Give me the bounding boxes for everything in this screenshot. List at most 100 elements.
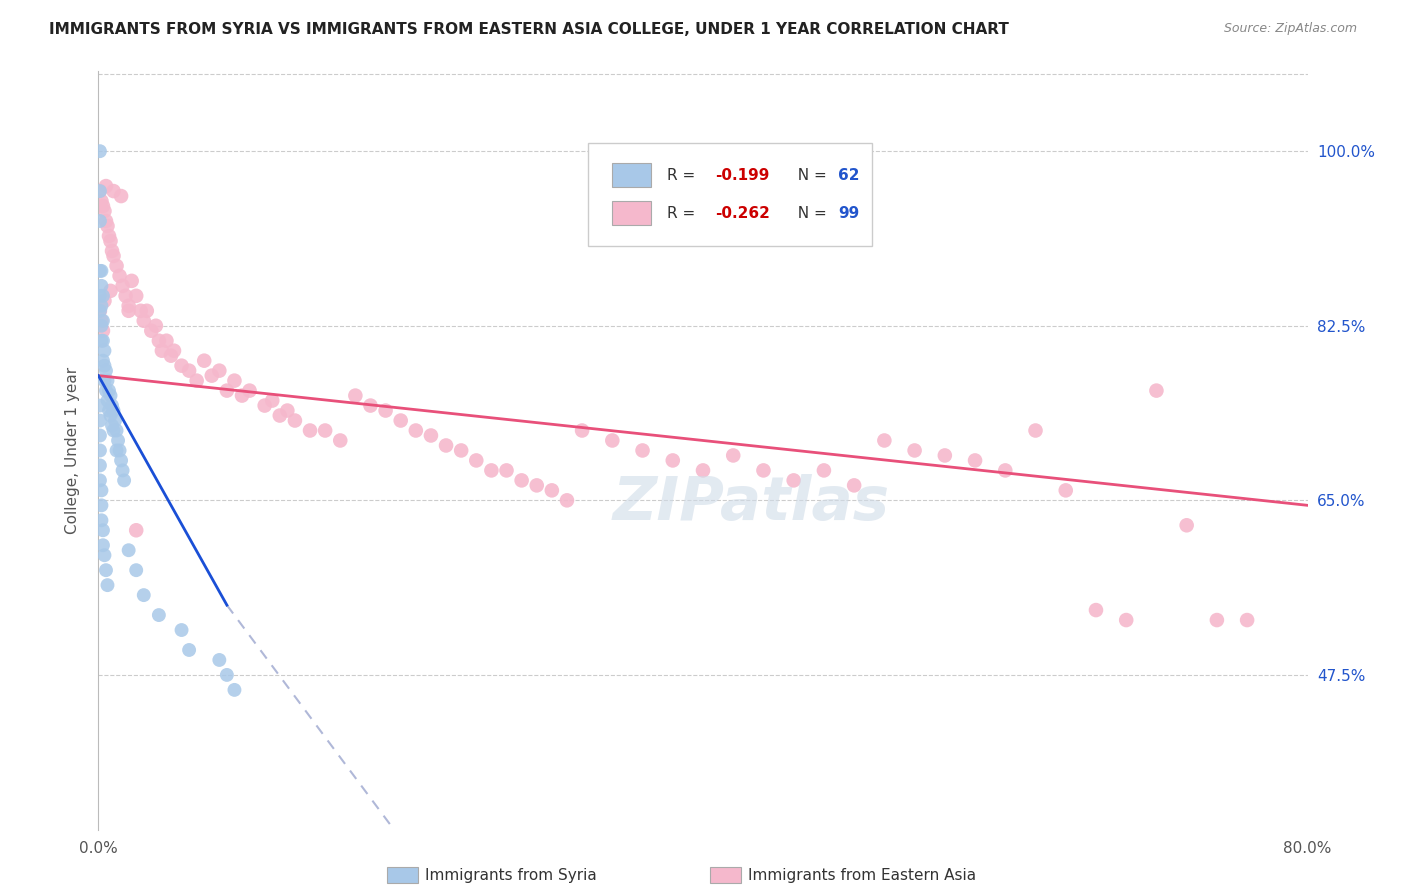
Point	[91, 314, 114, 328]
Text: N =: N =	[787, 168, 831, 183]
Point	[110, 189, 132, 203]
Point	[89, 303, 111, 318]
Point	[89, 303, 111, 318]
Point	[91, 538, 114, 552]
Point	[108, 443, 131, 458]
Point	[374, 403, 396, 417]
Point	[1175, 518, 1198, 533]
Point	[121, 274, 143, 288]
Point	[132, 314, 155, 328]
Text: 62: 62	[838, 168, 860, 183]
Point	[98, 229, 121, 244]
Point	[91, 523, 114, 537]
Text: Source: ZipAtlas.com: Source: ZipAtlas.com	[1223, 22, 1357, 36]
Point	[239, 384, 262, 398]
Point	[540, 483, 562, 498]
Point	[450, 443, 472, 458]
Point	[108, 268, 131, 283]
Point	[231, 388, 253, 402]
FancyBboxPatch shape	[588, 144, 872, 245]
Point	[299, 424, 322, 438]
Point	[125, 563, 148, 577]
Point	[89, 184, 111, 198]
Text: R =: R =	[666, 206, 700, 220]
Point	[224, 374, 246, 388]
Point	[1085, 603, 1108, 617]
Point	[148, 608, 170, 623]
Point	[1024, 424, 1046, 438]
Point	[89, 399, 111, 413]
Point	[107, 434, 129, 448]
Text: -0.199: -0.199	[716, 168, 769, 183]
Point	[132, 588, 155, 602]
Text: N =: N =	[787, 206, 831, 220]
Text: IMMIGRANTS FROM SYRIA VS IMMIGRANTS FROM EASTERN ASIA COLLEGE, UNDER 1 YEAR CORR: IMMIGRANTS FROM SYRIA VS IMMIGRANTS FROM…	[49, 22, 1010, 37]
Point	[284, 413, 307, 427]
Point	[571, 424, 593, 438]
Point	[125, 289, 148, 303]
Point	[193, 353, 215, 368]
Point	[101, 399, 124, 413]
Point	[510, 474, 533, 488]
Point	[360, 399, 382, 413]
Point	[96, 374, 118, 388]
Point	[98, 403, 121, 417]
Point	[100, 284, 122, 298]
Text: R =: R =	[666, 168, 700, 183]
Point	[170, 623, 193, 637]
Point	[526, 478, 548, 492]
Text: Immigrants from Eastern Asia: Immigrants from Eastern Asia	[748, 868, 976, 882]
Point	[904, 443, 927, 458]
Point	[94, 384, 117, 398]
Point	[90, 334, 112, 348]
Point	[208, 364, 231, 378]
Point	[150, 343, 173, 358]
Point	[91, 289, 114, 303]
Point	[163, 343, 186, 358]
Point	[89, 428, 111, 442]
Point	[155, 334, 177, 348]
Point	[93, 204, 115, 219]
Point	[98, 384, 121, 398]
Point	[93, 374, 115, 388]
Point	[101, 244, 124, 258]
Point	[844, 478, 866, 492]
Point	[103, 424, 125, 438]
Point	[91, 324, 114, 338]
Point	[89, 458, 111, 473]
Point	[105, 424, 128, 438]
Point	[1206, 613, 1229, 627]
Point	[89, 474, 111, 488]
Point	[129, 303, 152, 318]
Point	[93, 548, 115, 562]
Point	[90, 513, 112, 527]
Point	[94, 214, 117, 228]
Point	[465, 453, 488, 467]
Point	[1236, 613, 1258, 627]
Point	[692, 463, 714, 477]
Point	[91, 199, 114, 213]
Point	[103, 403, 125, 417]
Text: ZIPatlas: ZIPatlas	[613, 474, 890, 533]
Point	[89, 443, 111, 458]
Point	[114, 289, 136, 303]
Point	[148, 334, 170, 348]
Point	[89, 413, 111, 427]
Point	[112, 474, 135, 488]
Point	[276, 403, 298, 417]
Text: -0.262: -0.262	[716, 206, 770, 220]
Point	[93, 343, 115, 358]
Point	[269, 409, 291, 423]
Point	[934, 449, 956, 463]
Point	[125, 523, 148, 537]
Point	[90, 264, 112, 278]
Point	[89, 289, 111, 303]
Point	[873, 434, 896, 448]
Point	[100, 409, 122, 423]
Point	[1115, 613, 1137, 627]
Point	[89, 184, 111, 198]
Point	[434, 438, 457, 452]
Point	[179, 643, 201, 657]
Point	[179, 364, 201, 378]
Point	[215, 384, 238, 398]
